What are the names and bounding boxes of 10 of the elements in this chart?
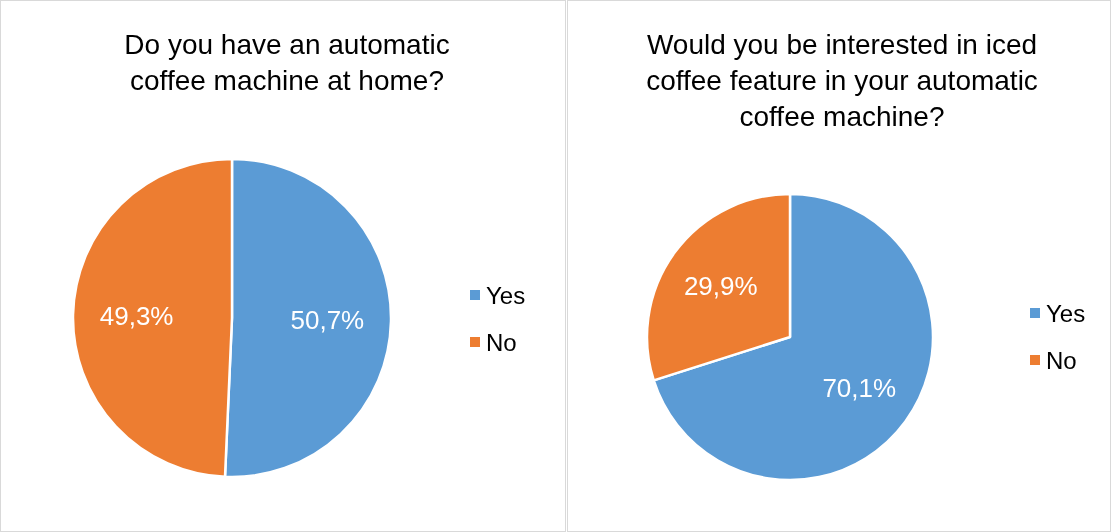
data-label: 29,9% [683,271,758,302]
legend-label: No [486,328,517,356]
data-label: 50,7% [290,305,365,336]
chart-title: Would you be interested in iced coffee feature in your automatic coffee machine? [646,29,1038,132]
data-label: 70,1% [822,372,897,403]
legend-label: No [1046,346,1077,374]
legend-label: Yes [1046,299,1086,327]
chart-title: Do you have an automatic coffee machine at home? [124,29,450,96]
legend-label: Yes [486,281,526,309]
data-label: 49,3% [99,300,174,331]
